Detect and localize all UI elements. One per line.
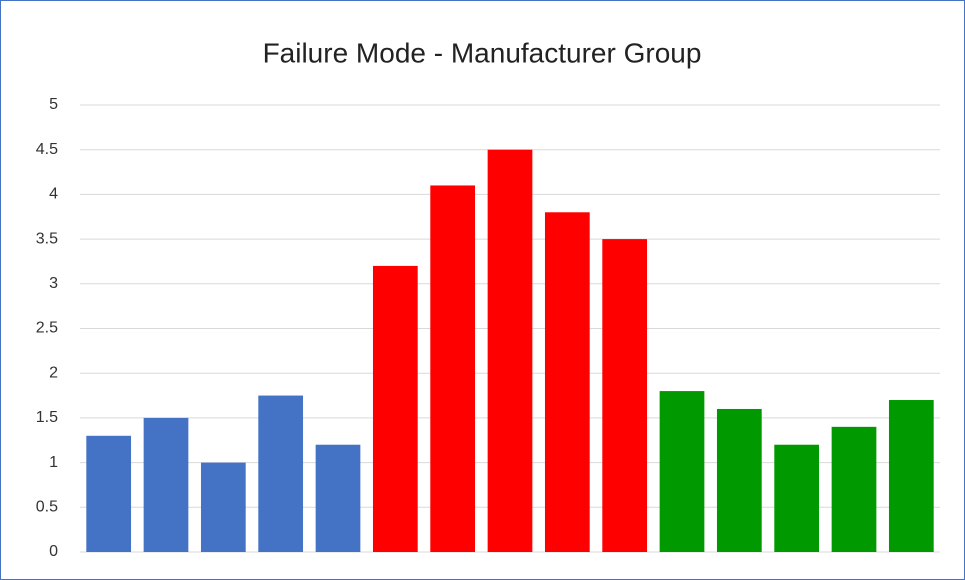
y-tick-label: 2 (49, 364, 58, 381)
bar (487, 149, 533, 552)
bar (544, 212, 590, 552)
y-tick-label: 1 (49, 454, 58, 471)
bar (200, 462, 246, 552)
bar (258, 395, 304, 552)
y-tick-label: 0 (49, 543, 58, 560)
bar (315, 444, 361, 552)
y-tick-label: 4 (49, 186, 58, 203)
bar (659, 391, 705, 552)
y-tick-label: 1.5 (36, 409, 58, 426)
y-tick-label: 3 (49, 275, 58, 292)
bar (831, 426, 877, 552)
y-tick-label: 4.5 (36, 141, 58, 158)
bar (143, 417, 189, 552)
y-tick-label: 5 (49, 96, 58, 113)
bar (774, 444, 820, 552)
bar (430, 185, 476, 552)
bar (372, 265, 418, 552)
bar (86, 435, 132, 552)
y-tick-label: 0.5 (36, 499, 58, 516)
bar (716, 408, 762, 552)
bar (602, 239, 648, 552)
y-tick-label: 2.5 (36, 320, 58, 337)
chart-title: Failure Mode - Manufacturer Group (263, 37, 702, 68)
bar (888, 400, 934, 552)
y-tick-label: 3.5 (36, 230, 58, 247)
